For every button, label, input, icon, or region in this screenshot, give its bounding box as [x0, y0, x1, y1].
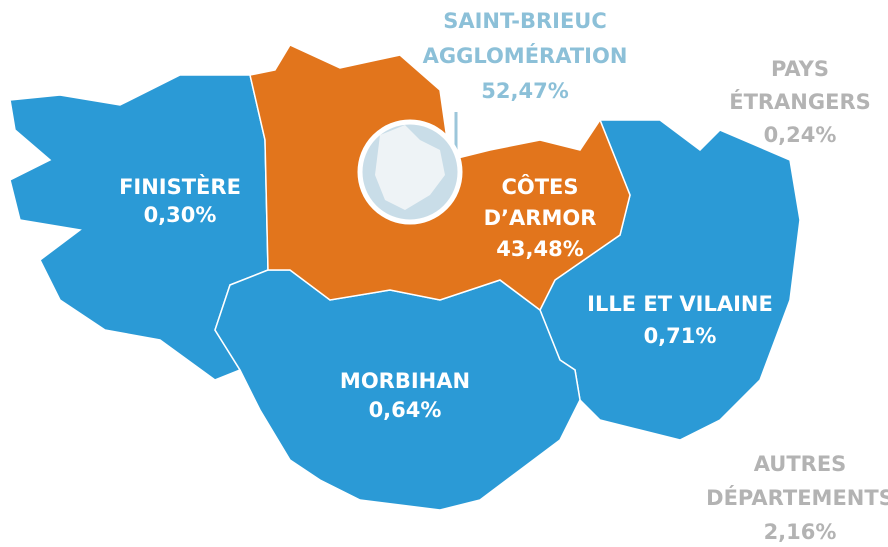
region-name: FINISTÈRE — [119, 174, 241, 199]
region-name: ÉTRANGERS — [729, 89, 871, 114]
region-name: D’ARMOR — [484, 206, 597, 230]
region-name: ILLE ET VILAINE — [587, 292, 773, 316]
region-name: MORBIHAN — [340, 369, 470, 393]
region-name: AGGLOMÉRATION — [423, 43, 628, 68]
region-share: 43,48% — [496, 237, 583, 261]
region-name: DÉPARTEMENTS — [706, 485, 888, 510]
region-share: 0,71% — [644, 324, 717, 348]
region-name: CÔTES — [501, 174, 578, 199]
region-share: 0,24% — [764, 123, 837, 147]
region-name: AUTRES — [754, 452, 847, 476]
region-share: 52,47% — [481, 79, 568, 103]
region-share: 2,16% — [764, 520, 837, 543]
region-share: 0,64% — [369, 398, 442, 422]
region-name: SAINT-BRIEUC — [443, 9, 607, 33]
finistere-shape — [9, 74, 269, 381]
agglomeration-shape — [375, 125, 445, 210]
region-name: PAYS — [771, 57, 829, 81]
region-share: 0,30% — [144, 203, 217, 227]
